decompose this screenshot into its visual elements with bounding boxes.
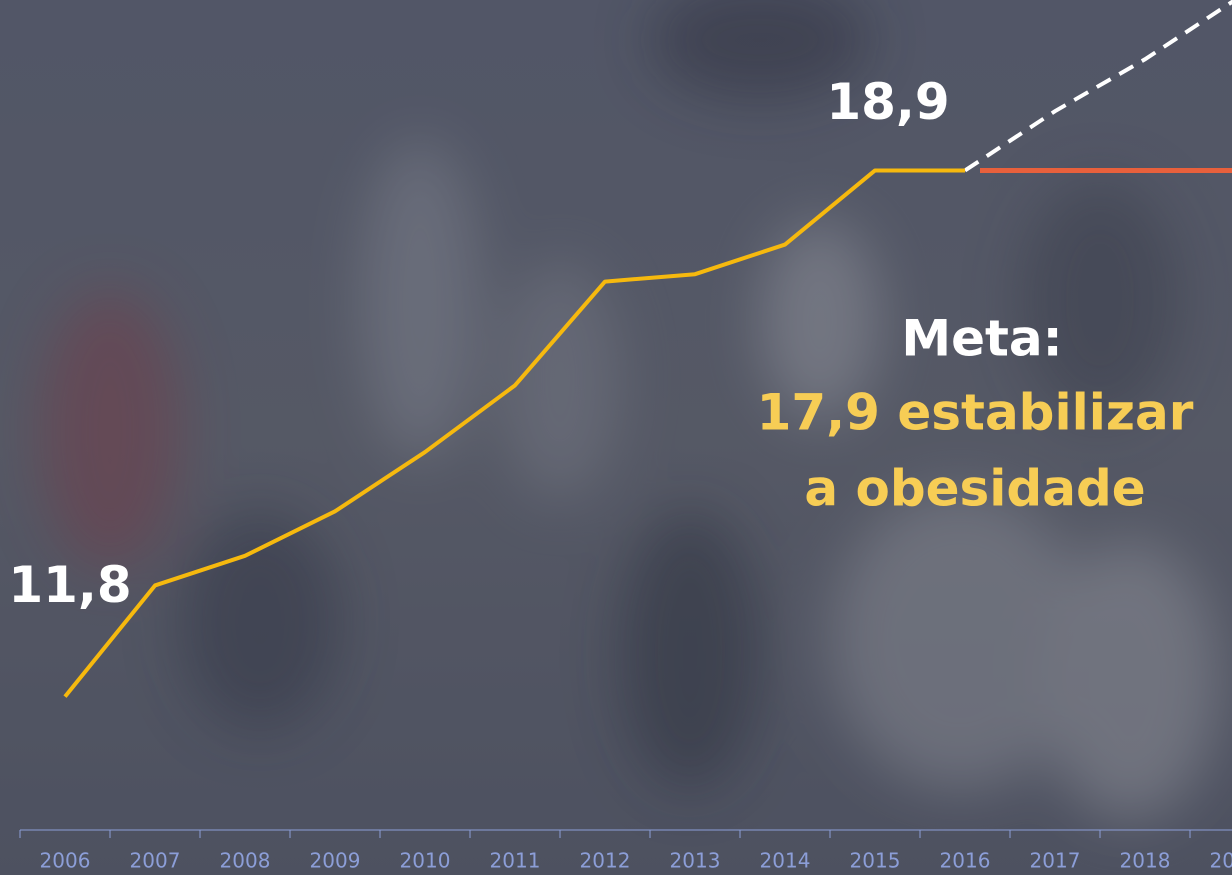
data-label: 18,9 xyxy=(826,73,949,131)
x-tick-label: 2011 xyxy=(490,849,541,873)
annotation-title: Meta: xyxy=(901,310,1062,368)
x-tick-label: 2015 xyxy=(850,849,901,873)
x-tick-label: 2017 xyxy=(1030,849,1081,873)
x-tick-label: 2019 xyxy=(1210,849,1232,873)
x-tick-label: 2008 xyxy=(220,849,271,873)
data-label: 11,8 xyxy=(8,556,131,614)
x-tick-label: 2013 xyxy=(670,849,721,873)
x-tick-label: 2007 xyxy=(130,849,181,873)
x-tick-label: 2009 xyxy=(310,849,361,873)
x-tick-label: 2016 xyxy=(940,849,991,873)
chart: Meta: 17,9 estabilizar a obesidade 2006 2… xyxy=(0,0,1232,875)
page: {"chart_data": {"type": "line", "categor… xyxy=(0,0,1232,875)
x-tick-label: 2012 xyxy=(580,849,631,873)
x-tick-label: 2014 xyxy=(760,849,811,873)
x-tick-label: 2010 xyxy=(400,849,451,873)
x-tick-label: 2018 xyxy=(1120,849,1171,873)
annotation-text: a obesidade xyxy=(804,460,1145,518)
x-tick-label: 2006 xyxy=(40,849,91,873)
annotation-text: 17,9 estabilizar xyxy=(757,384,1194,442)
